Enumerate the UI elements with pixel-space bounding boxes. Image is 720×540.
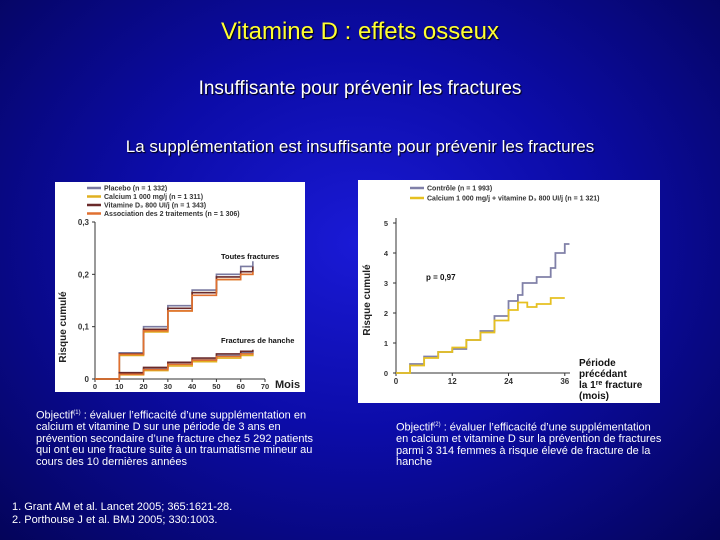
- x-tick-label: 24: [504, 377, 513, 386]
- y-tick-label: 5: [384, 219, 388, 228]
- legend-entry: Calcium 1 000 mg/j + vitamine D₃ 800 UI/…: [427, 196, 599, 203]
- x-tick-label: 70: [261, 382, 269, 391]
- chart-right-ylabel: Risque cumulé: [362, 264, 373, 336]
- chart-right-xlabel-line1: Période: [579, 358, 616, 369]
- reference-item: 1. Grant AM et al. Lancet 2005; 365:1621…: [12, 501, 233, 513]
- chart-left-xlabel: Mois: [275, 379, 300, 391]
- x-tick-label: 30: [164, 382, 172, 391]
- y-tick-label: 0,3: [78, 218, 90, 227]
- note-right-text: : évaluer l’efficacité d’une supplémenta…: [396, 421, 662, 469]
- chart-right-xlabel-line2: précédant: [579, 369, 627, 380]
- x-tick-label: 60: [237, 382, 245, 391]
- y-tick-label: 3: [384, 279, 388, 288]
- series-line-0: [396, 243, 570, 374]
- slide-statement: La supplémentation est insuffisante pour…: [125, 137, 595, 156]
- chart-left-annotation-all: Toutes fractures: [221, 252, 279, 261]
- y-tick-label: 0: [384, 369, 388, 378]
- note-left: Objectif(1) : évaluer l’efficacité d’une…: [36, 408, 314, 468]
- y-tick-label: 0: [85, 375, 90, 384]
- legend-entry: Vitamine D₃ 800 UI/j (n = 1 343): [104, 203, 206, 210]
- note-right-label: Objectif: [396, 421, 434, 434]
- legend-entry: Placebo (n = 1 332): [104, 186, 167, 193]
- note-left-sup: (1): [73, 410, 81, 416]
- y-tick-label: 0,1: [78, 323, 90, 332]
- x-tick-label: 50: [212, 382, 220, 391]
- references: 1. Grant AM et al. Lancet 2005; 365:1621…: [12, 501, 232, 527]
- legend-entry: Calcium 1 000 mg/j (n = 1 311): [104, 194, 203, 201]
- x-tick-label: 12: [448, 377, 457, 386]
- y-tick-label: 2: [384, 309, 388, 318]
- x-tick-label: 40: [188, 382, 196, 391]
- chart-left-ylabel: Risque cumulé: [58, 291, 69, 363]
- y-tick-label: 0,2: [78, 270, 90, 279]
- chart-right-xlabel-line4: (mois): [579, 391, 609, 402]
- x-tick-label: 0: [93, 382, 97, 391]
- y-tick-label: 4: [384, 249, 389, 258]
- chart-right-xlabel-line3: la 1re fracture: [579, 380, 643, 391]
- x-tick-label: 36: [560, 377, 569, 386]
- chart-right: Contrôle (n = 1 993) Calcium 1 000 mg/j +…: [362, 186, 643, 403]
- note-left-text: : évaluer l’efficacité d’une supplémenta…: [36, 409, 314, 468]
- chart-left-legend: Placebo (n = 1 332)Calcium 1 000 mg/j (n…: [87, 186, 240, 218]
- note-right: Objectif(2) : évaluer l’efficacité d’une…: [396, 420, 666, 469]
- x-tick-label: 0: [394, 377, 399, 386]
- slide-subtitle: Insuffisante pour prévenir les fractures: [198, 78, 522, 99]
- reference-item: 2. Porthouse J et al. BMJ 2005; 330:1003…: [12, 514, 218, 526]
- x-tick-label: 20: [139, 382, 147, 391]
- note-left-label: Objectif: [36, 409, 74, 422]
- chart-right-panel: Contrôle (n = 1 993) Calcium 1 000 mg/j +…: [358, 180, 660, 403]
- legend-entry: Association des 2 traitements (n = 1 306…: [104, 211, 240, 218]
- note-right-sup: (2): [433, 422, 441, 428]
- chart-left: Placebo (n = 1 332)Calcium 1 000 mg/j (n…: [58, 186, 300, 392]
- chart-right-pvalue: p = 0,97: [426, 273, 456, 282]
- series-line-all-3: [95, 271, 254, 380]
- chart-right-legend: Contrôle (n = 1 993) Calcium 1 000 mg/j +…: [410, 186, 599, 203]
- chart-left-annotation-hip: Fractures de hanche: [221, 336, 294, 345]
- series-line-hip-3: [95, 352, 254, 380]
- chart-left-panel: Placebo (n = 1 332) Calcium 1 000 mg/j (n…: [55, 182, 305, 392]
- x-tick-label: 10: [115, 382, 123, 391]
- y-tick-label: 1: [384, 339, 388, 348]
- chart-right-xlabel: Période précédant la 1re fracture (mois): [579, 358, 643, 402]
- series-line-1: [396, 297, 565, 374]
- legend-entry: Contrôle (n = 1 993): [427, 186, 492, 193]
- slide-title: Vitamine D : effets osseux: [221, 18, 499, 45]
